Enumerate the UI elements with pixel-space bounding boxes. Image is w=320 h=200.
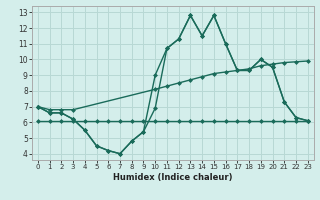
X-axis label: Humidex (Indice chaleur): Humidex (Indice chaleur): [113, 173, 233, 182]
